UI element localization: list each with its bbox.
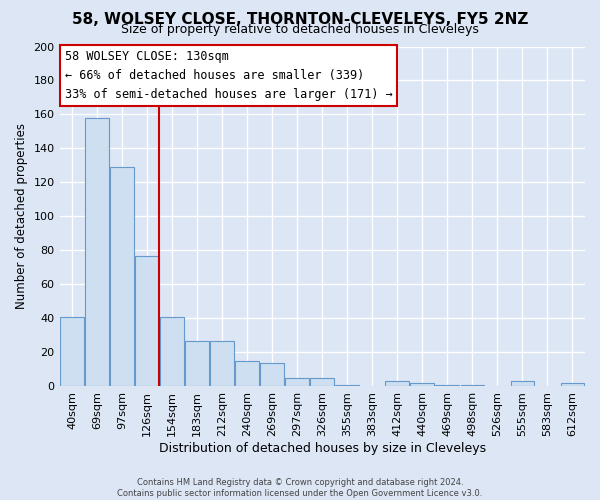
Bar xyxy=(160,317,184,386)
Bar xyxy=(185,340,209,386)
Bar xyxy=(210,340,234,386)
Bar xyxy=(385,382,409,386)
Bar xyxy=(135,256,159,386)
Text: 58 WOLSEY CLOSE: 130sqm
← 66% of detached houses are smaller (339)
33% of semi-d: 58 WOLSEY CLOSE: 130sqm ← 66% of detache… xyxy=(65,50,392,101)
Bar xyxy=(461,385,484,386)
Bar xyxy=(310,378,334,386)
Text: 58, WOLSEY CLOSE, THORNTON-CLEVELEYS, FY5 2NZ: 58, WOLSEY CLOSE, THORNTON-CLEVELEYS, FY… xyxy=(72,12,528,28)
Text: Contains HM Land Registry data © Crown copyright and database right 2024.
Contai: Contains HM Land Registry data © Crown c… xyxy=(118,478,482,498)
Bar xyxy=(560,383,584,386)
Bar xyxy=(235,361,259,386)
Bar xyxy=(85,118,109,386)
Bar xyxy=(436,385,459,386)
Bar xyxy=(260,362,284,386)
Y-axis label: Number of detached properties: Number of detached properties xyxy=(15,124,28,310)
Bar xyxy=(60,317,84,386)
Bar xyxy=(335,385,359,386)
Bar xyxy=(511,382,535,386)
Bar xyxy=(110,167,134,386)
X-axis label: Distribution of detached houses by size in Cleveleys: Distribution of detached houses by size … xyxy=(159,442,486,455)
Bar xyxy=(286,378,309,386)
Text: Size of property relative to detached houses in Cleveleys: Size of property relative to detached ho… xyxy=(121,22,479,36)
Bar xyxy=(410,383,434,386)
